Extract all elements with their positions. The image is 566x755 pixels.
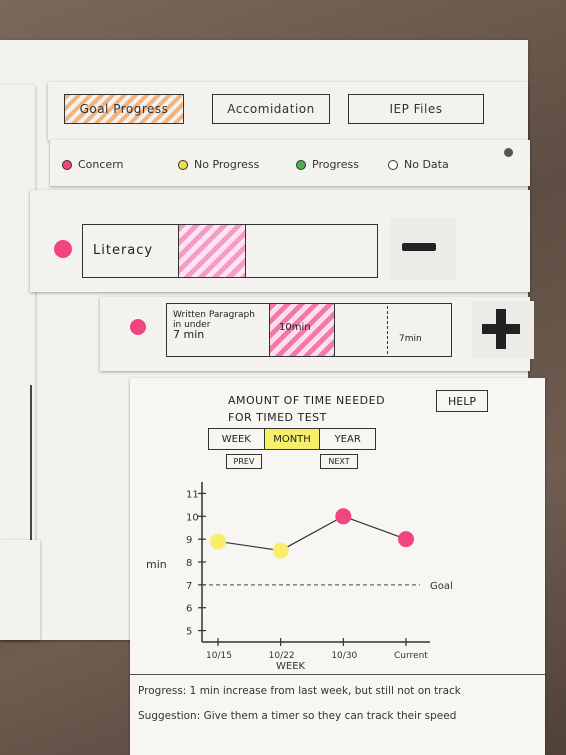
x-tick-label: 10/15 (206, 651, 232, 661)
x-tick-label: 10/30 (331, 651, 357, 661)
data-point (398, 531, 414, 548)
help-button[interactable]: HELP (436, 390, 488, 412)
check-icon[interactable] (504, 148, 513, 157)
period-selector: WEEK MONTH YEAR (208, 428, 376, 450)
subgoal-progress-bar[interactable]: Written Paragraph in under 7 min 10min 7… (166, 303, 452, 357)
legend-no-data: No Data (388, 158, 449, 171)
x-tick-label: 10/22 (269, 651, 295, 661)
suggestion-text: Suggestion: Give them a timer so they ca… (138, 710, 457, 722)
goal-row-literacy: Literacy (30, 190, 530, 292)
target-marker (387, 306, 388, 354)
legend-progress: Progress (296, 158, 359, 171)
tab-iep-files[interactable]: IEP Files (348, 94, 484, 124)
chart-title: AMOUNT OF TIME NEEDED FOR TIMED TEST (228, 392, 428, 426)
y-tick-label: 9 (186, 535, 192, 546)
legend-label: Progress (312, 158, 359, 171)
goal-label: Goal (430, 581, 453, 592)
expand-button[interactable] (472, 301, 534, 359)
no-progress-dot-icon (178, 159, 188, 170)
goal-row-subgoal: Written Paragraph in under 7 min 10min 7… (100, 297, 534, 371)
goal-label: Literacy (93, 243, 154, 258)
data-point (272, 542, 289, 559)
tab-bar: Goal Progress Accomidation IEP Files (48, 82, 528, 140)
chart-title-line: FOR TIMED TEST (228, 411, 327, 424)
x-tick-label: Current (394, 651, 428, 661)
data-point (335, 508, 352, 525)
concern-status-icon (130, 319, 146, 335)
next-button[interactable]: NEXT (320, 454, 358, 469)
subgoal-label-line: 7 min (173, 328, 205, 341)
chart-panel: AMOUNT OF TIME NEEDED FOR TIMED TEST HEL… (130, 378, 545, 755)
x-axis-label: WEEK (276, 661, 306, 672)
concern-dot-icon (62, 159, 72, 170)
tab-goal-progress[interactable]: Goal Progress (64, 94, 184, 124)
chart-divider (130, 674, 545, 675)
legend-bar: Concern No Progress Progress No Data (50, 140, 530, 186)
y-tick-label: 11 (186, 489, 199, 500)
minus-icon (402, 243, 436, 251)
period-week[interactable]: WEEK (209, 429, 265, 449)
legend-label: Concern (78, 158, 124, 171)
no-data-dot-icon (388, 159, 398, 170)
prev-button[interactable]: PREV (226, 454, 262, 469)
y-tick-label: 7 (186, 581, 192, 592)
legend-label: No Progress (194, 158, 260, 171)
subgoal-label: Written Paragraph in under 7 min (173, 310, 265, 340)
progress-fill (178, 225, 246, 277)
y-tick-label: 6 (186, 604, 192, 615)
literacy-progress-bar[interactable]: Literacy (82, 224, 378, 278)
side-panel (0, 85, 35, 615)
series-line (217, 515, 407, 552)
progress-text: Progress: 1 min increase from last week,… (138, 685, 461, 697)
y-tick-label: 5 (186, 627, 192, 638)
legend-concern: Concern (62, 158, 124, 171)
current-value: 10min (279, 322, 311, 333)
tab-accomidation[interactable]: Accomidation (212, 94, 330, 124)
period-month[interactable]: MONTH (264, 429, 321, 449)
side-panel-edge (30, 385, 32, 605)
y-tick-label: 10 (186, 512, 199, 523)
concern-status-icon (54, 240, 72, 258)
legend-no-progress: No Progress (178, 158, 259, 171)
time-chart: 5 6 7 8 9 10 11 min Goal 10/15 10/22 10/30 Current WE… (146, 482, 453, 672)
progress-dot-icon (296, 159, 306, 170)
progress-fill (269, 304, 335, 356)
data-point (210, 533, 226, 550)
target-value: 7min (399, 334, 422, 344)
chart-title-line: AMOUNT OF TIME NEEDED (228, 394, 386, 407)
subgoal-label-line: Written Paragraph (173, 310, 255, 320)
collapse-button[interactable] (390, 218, 456, 280)
side-panel-lower (0, 540, 40, 640)
plus-icon (496, 309, 506, 349)
legend-label: No Data (404, 158, 449, 171)
subgoal-label-line: in under (173, 320, 211, 330)
y-axis-label: min (146, 558, 167, 571)
y-tick-label: 8 (186, 558, 192, 569)
period-year[interactable]: YEAR (334, 433, 361, 445)
